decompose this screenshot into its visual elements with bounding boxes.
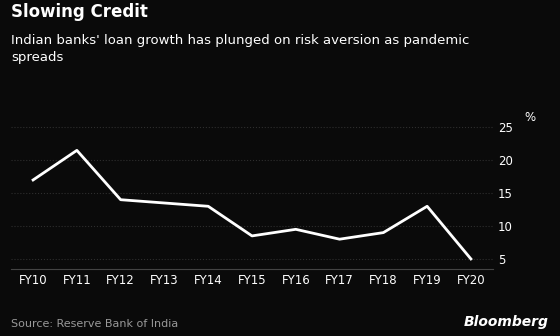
Text: Bloomberg: Bloomberg (464, 315, 549, 329)
Text: %: % (524, 111, 535, 124)
Text: Slowing Credit: Slowing Credit (11, 3, 148, 22)
Text: Indian banks' loan growth has plunged on risk aversion as pandemic
spreads: Indian banks' loan growth has plunged on… (11, 34, 470, 64)
Text: Source: Reserve Bank of India: Source: Reserve Bank of India (11, 319, 179, 329)
